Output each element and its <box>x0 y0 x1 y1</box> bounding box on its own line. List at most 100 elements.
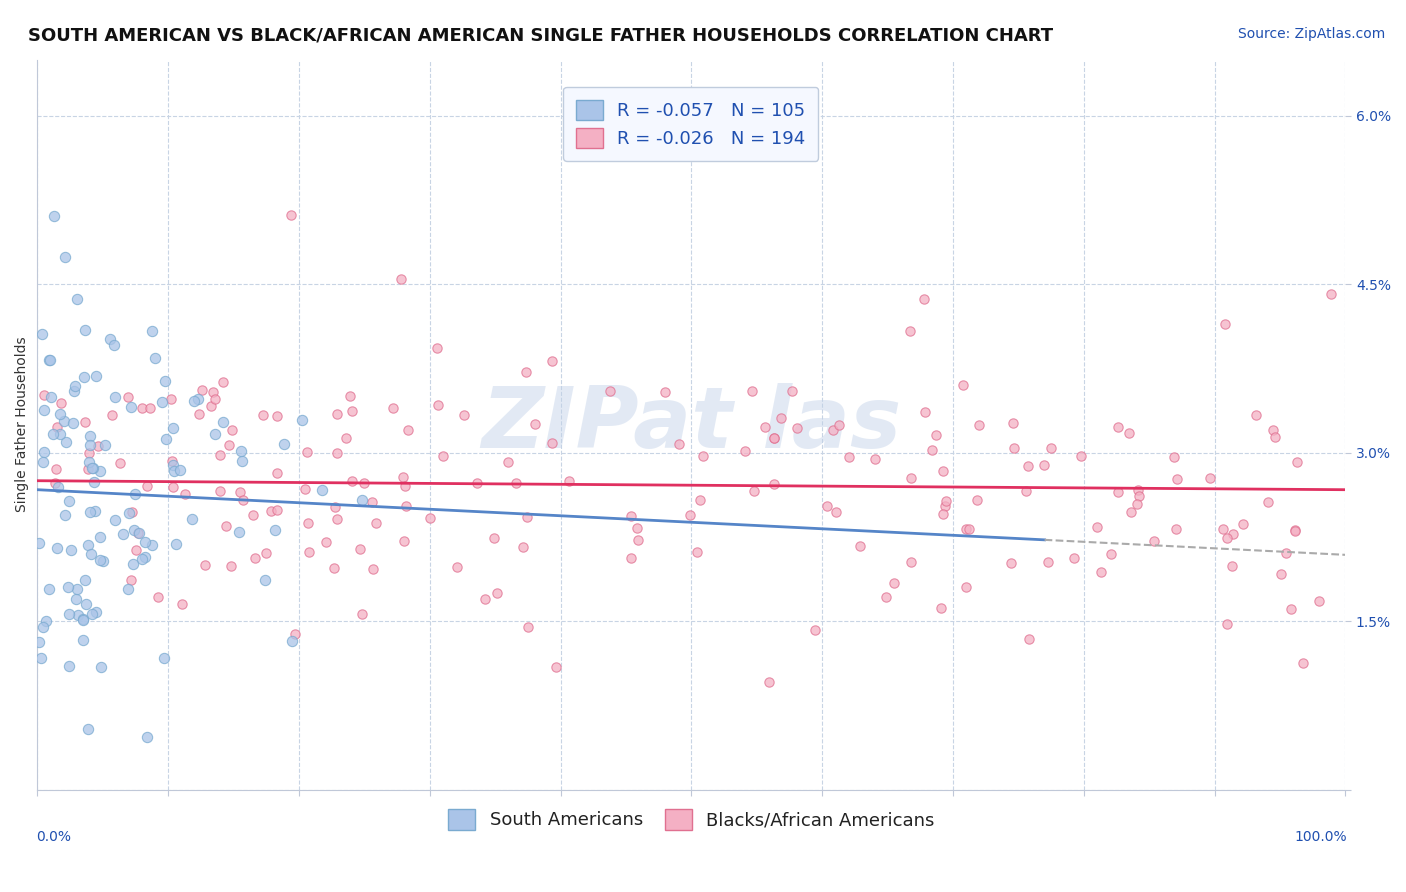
Point <box>122 523 145 537</box>
Point <box>323 560 346 574</box>
Point <box>689 493 711 508</box>
Point <box>1001 416 1024 430</box>
Point <box>364 516 387 530</box>
Point <box>160 392 183 407</box>
Point <box>127 526 149 541</box>
Point <box>1215 531 1237 545</box>
Point <box>89 660 111 674</box>
Point <box>77 446 100 460</box>
Point <box>66 582 89 596</box>
Point <box>32 444 55 458</box>
Point <box>163 463 186 477</box>
Point <box>242 508 264 522</box>
Point <box>326 446 349 460</box>
Point <box>395 499 418 513</box>
Point <box>1128 490 1150 504</box>
Point <box>848 539 870 553</box>
Point <box>38 353 60 368</box>
Point <box>762 477 785 491</box>
Point <box>39 390 62 404</box>
Point <box>427 398 450 412</box>
Point <box>863 451 886 466</box>
Point <box>294 483 316 497</box>
Point <box>335 431 357 445</box>
Point <box>453 409 475 423</box>
Point <box>825 505 848 519</box>
Point <box>121 505 143 519</box>
Point <box>1222 527 1244 541</box>
Point <box>925 428 948 442</box>
Point <box>967 418 990 433</box>
Point <box>94 437 117 451</box>
Point <box>231 443 253 458</box>
Point <box>103 338 125 352</box>
Point <box>426 342 449 356</box>
Point <box>1085 520 1108 534</box>
Point <box>838 450 860 464</box>
Point <box>221 558 243 573</box>
Point <box>769 411 792 425</box>
Point <box>162 458 184 472</box>
Point <box>350 607 373 621</box>
Point <box>626 521 648 535</box>
Point <box>419 511 441 525</box>
Point <box>900 471 922 485</box>
Point <box>921 442 943 457</box>
Point <box>1017 459 1039 474</box>
Point <box>1261 423 1284 437</box>
Point <box>1033 458 1056 472</box>
Point <box>143 351 166 366</box>
Point <box>273 436 295 450</box>
Point <box>349 542 371 557</box>
Point <box>38 353 60 368</box>
Point <box>934 499 956 513</box>
Point <box>883 575 905 590</box>
Point <box>298 545 321 559</box>
Point <box>174 487 197 501</box>
Point <box>231 454 253 468</box>
Point <box>38 582 60 597</box>
Point <box>141 324 163 338</box>
Point <box>200 399 222 413</box>
Point <box>260 504 283 518</box>
Point <box>558 474 581 488</box>
Point <box>252 408 274 422</box>
Y-axis label: Single Father Households: Single Father Households <box>15 337 30 512</box>
Point <box>187 392 209 406</box>
Text: 100.0%: 100.0% <box>1294 830 1347 844</box>
Point <box>875 591 897 605</box>
Point <box>1118 425 1140 440</box>
Point <box>1274 546 1296 560</box>
Point <box>1215 617 1237 632</box>
Point <box>758 675 780 690</box>
Point <box>763 431 786 445</box>
Point <box>323 500 346 514</box>
Point <box>58 493 80 508</box>
Point <box>89 530 111 544</box>
Point <box>221 423 243 437</box>
Point <box>125 542 148 557</box>
Point <box>66 292 89 306</box>
Point <box>162 480 184 494</box>
Point <box>1107 485 1129 500</box>
Point <box>73 574 96 588</box>
Point <box>692 450 714 464</box>
Point <box>1244 408 1267 422</box>
Point <box>668 437 690 451</box>
Point <box>1107 420 1129 434</box>
Point <box>49 395 72 409</box>
Point <box>465 475 488 490</box>
Point <box>1232 516 1254 531</box>
Point <box>1018 632 1040 646</box>
Point <box>117 582 139 596</box>
Point <box>245 550 267 565</box>
Point <box>153 650 176 665</box>
Point <box>41 427 63 442</box>
Point <box>297 516 319 530</box>
Point <box>183 394 205 409</box>
Point <box>264 523 287 537</box>
Point <box>101 408 124 422</box>
Point <box>67 607 90 622</box>
Point <box>211 376 233 390</box>
Point <box>804 623 827 637</box>
